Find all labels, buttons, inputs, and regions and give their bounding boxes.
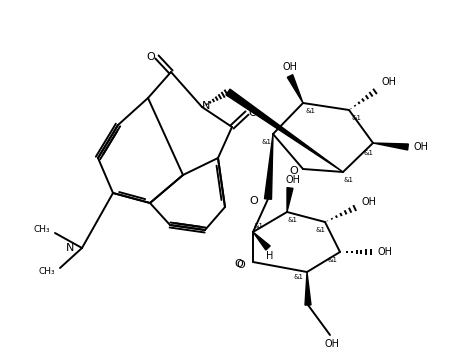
Text: O: O xyxy=(234,259,243,269)
Text: OH: OH xyxy=(282,62,298,72)
Text: &1: &1 xyxy=(352,115,362,121)
Text: H: H xyxy=(266,251,274,261)
Text: OH: OH xyxy=(362,197,377,207)
Polygon shape xyxy=(253,232,270,250)
Polygon shape xyxy=(265,134,273,199)
Text: CH₃: CH₃ xyxy=(38,266,55,276)
Polygon shape xyxy=(305,272,311,305)
Text: &1: &1 xyxy=(261,139,271,145)
Text: CH₃: CH₃ xyxy=(33,226,50,235)
Text: OH: OH xyxy=(378,247,393,257)
Polygon shape xyxy=(373,143,409,150)
Text: O: O xyxy=(147,52,155,62)
Text: &1: &1 xyxy=(254,223,264,229)
Text: OH: OH xyxy=(413,142,428,152)
Text: &1: &1 xyxy=(363,150,373,156)
Text: OH: OH xyxy=(286,175,301,185)
Polygon shape xyxy=(287,188,293,212)
Polygon shape xyxy=(287,75,303,103)
Text: &1: &1 xyxy=(327,257,337,263)
Polygon shape xyxy=(226,89,343,172)
Text: O: O xyxy=(249,108,257,118)
Text: O: O xyxy=(290,166,298,176)
Text: O: O xyxy=(249,196,258,206)
Text: &1: &1 xyxy=(343,177,353,183)
Text: N: N xyxy=(202,101,210,111)
Text: N: N xyxy=(66,243,74,253)
Text: O: O xyxy=(236,260,245,270)
Text: &1: &1 xyxy=(294,274,304,280)
Text: OH: OH xyxy=(382,77,397,87)
Text: &1: &1 xyxy=(287,217,297,223)
Text: OH: OH xyxy=(324,339,340,349)
Text: &1: &1 xyxy=(306,108,316,114)
Text: &1: &1 xyxy=(315,227,325,233)
